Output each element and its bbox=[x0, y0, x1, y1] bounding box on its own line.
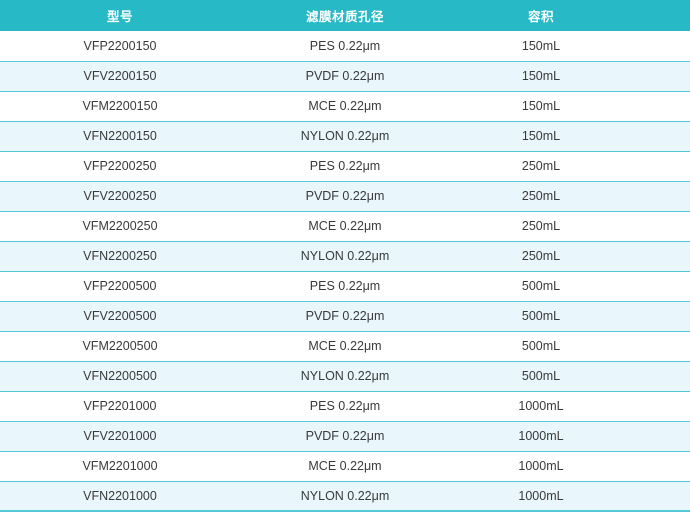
cell-model: VFV2200250 bbox=[0, 181, 240, 212]
table-row: VFV2200250 PVDF 0.22μm 250mL bbox=[0, 181, 690, 212]
table-row: VFP2200250 PES 0.22μm 250mL bbox=[0, 151, 690, 182]
cell-model: VFV2200150 bbox=[0, 61, 240, 92]
table-row: VFN2201000 NYLON 0.22μm 1000mL bbox=[0, 481, 690, 512]
cell-model: VFN2201000 bbox=[0, 481, 240, 512]
cell-volume: 250mL bbox=[450, 241, 690, 272]
table-header: 型号 滤膜材质孔径 容积 bbox=[0, 0, 690, 31]
cell-volume: 250mL bbox=[450, 181, 690, 212]
cell-membrane: PVDF 0.22μm bbox=[240, 301, 450, 332]
cell-volume: 1000mL bbox=[450, 391, 690, 422]
table-row: VFP2200500 PES 0.22μm 500mL bbox=[0, 271, 690, 302]
cell-model: VFN2200500 bbox=[0, 361, 240, 392]
cell-model: VFP2200500 bbox=[0, 271, 240, 302]
cell-volume: 500mL bbox=[450, 331, 690, 362]
cell-volume: 250mL bbox=[450, 211, 690, 242]
cell-volume: 1000mL bbox=[450, 451, 690, 482]
cell-model: VFP2200250 bbox=[0, 151, 240, 182]
table-row: VFN2200500 NYLON 0.22μm 500mL bbox=[0, 361, 690, 392]
table-row: VFN2200250 NYLON 0.22μm 250mL bbox=[0, 241, 690, 272]
cell-membrane: PES 0.22μm bbox=[240, 271, 450, 302]
cell-model: VFV2200500 bbox=[0, 301, 240, 332]
cell-membrane: NYLON 0.22μm bbox=[240, 241, 450, 272]
table-row: VFV2200150 PVDF 0.22μm 150mL bbox=[0, 61, 690, 92]
cell-volume: 150mL bbox=[450, 31, 690, 62]
cell-model: VFN2200150 bbox=[0, 121, 240, 152]
cell-volume: 150mL bbox=[450, 91, 690, 122]
cell-model: VFP2200150 bbox=[0, 31, 240, 62]
cell-volume: 500mL bbox=[450, 361, 690, 392]
table-row: VFM2200500 MCE 0.22μm 500mL bbox=[0, 331, 690, 362]
table-row: VFP2200150 PES 0.22μm 150mL bbox=[0, 31, 690, 62]
cell-model: VFM2200250 bbox=[0, 211, 240, 242]
cell-volume: 1000mL bbox=[450, 481, 690, 512]
cell-volume: 150mL bbox=[450, 61, 690, 92]
cell-membrane: PVDF 0.22μm bbox=[240, 61, 450, 92]
cell-model: VFM2201000 bbox=[0, 451, 240, 482]
cell-membrane: PVDF 0.22μm bbox=[240, 181, 450, 212]
cell-volume: 500mL bbox=[450, 301, 690, 332]
cell-membrane: PVDF 0.22μm bbox=[240, 421, 450, 452]
cell-membrane: PES 0.22μm bbox=[240, 391, 450, 422]
header-cell-volume: 容积 bbox=[450, 0, 690, 31]
cell-model: VFN2200250 bbox=[0, 241, 240, 272]
table-row: VFP2201000 PES 0.22μm 1000mL bbox=[0, 391, 690, 422]
table-row: VFV2200500 PVDF 0.22μm 500mL bbox=[0, 301, 690, 332]
header-cell-model: 型号 bbox=[0, 0, 240, 31]
cell-membrane: MCE 0.22μm bbox=[240, 451, 450, 482]
table-row: VFM2200150 MCE 0.22μm 150mL bbox=[0, 91, 690, 122]
cell-volume: 150mL bbox=[450, 121, 690, 152]
cell-model: VFV2201000 bbox=[0, 421, 240, 452]
cell-volume: 1000mL bbox=[450, 421, 690, 452]
cell-model: VFM2200500 bbox=[0, 331, 240, 362]
cell-volume: 250mL bbox=[450, 151, 690, 182]
cell-membrane: NYLON 0.22μm bbox=[240, 361, 450, 392]
cell-membrane: PES 0.22μm bbox=[240, 31, 450, 62]
table-row: VFN2200150 NYLON 0.22μm 150mL bbox=[0, 121, 690, 152]
table-row: VFM2201000 MCE 0.22μm 1000mL bbox=[0, 451, 690, 482]
cell-membrane: NYLON 0.22μm bbox=[240, 121, 450, 152]
header-cell-membrane: 滤膜材质孔径 bbox=[240, 0, 450, 31]
cell-model: VFP2201000 bbox=[0, 391, 240, 422]
cell-model: VFM2200150 bbox=[0, 91, 240, 122]
table-header-row: 型号 滤膜材质孔径 容积 bbox=[0, 0, 690, 31]
cell-membrane: NYLON 0.22μm bbox=[240, 481, 450, 512]
cell-membrane: MCE 0.22μm bbox=[240, 91, 450, 122]
cell-membrane: MCE 0.22μm bbox=[240, 211, 450, 242]
table-row: VFV2201000 PVDF 0.22μm 1000mL bbox=[0, 421, 690, 452]
table-body: VFP2200150 PES 0.22μm 150mL VFV2200150 P… bbox=[0, 31, 690, 512]
cell-membrane: PES 0.22μm bbox=[240, 151, 450, 182]
cell-membrane: MCE 0.22μm bbox=[240, 331, 450, 362]
cell-volume: 500mL bbox=[450, 271, 690, 302]
table-row: VFM2200250 MCE 0.22μm 250mL bbox=[0, 211, 690, 242]
